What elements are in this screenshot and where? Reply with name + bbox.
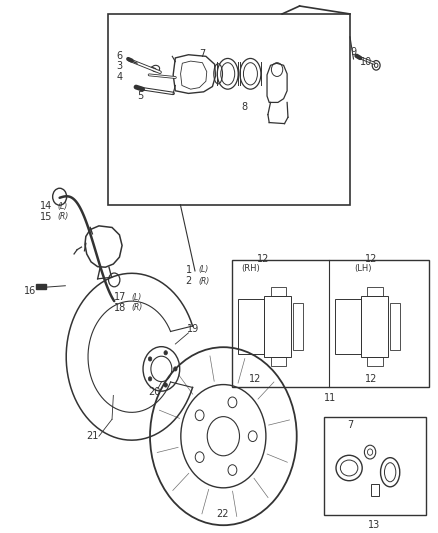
Text: 12: 12 — [249, 374, 261, 384]
Bar — [371, 484, 379, 496]
Text: 12: 12 — [365, 374, 377, 384]
Text: 21: 21 — [86, 431, 99, 441]
Circle shape — [148, 377, 152, 381]
Text: 4: 4 — [117, 72, 123, 82]
Circle shape — [173, 367, 177, 371]
Circle shape — [164, 351, 167, 355]
Text: (RH): (RH) — [241, 264, 260, 273]
Text: (L): (L) — [132, 293, 142, 302]
Text: 11: 11 — [324, 393, 336, 403]
Text: 10: 10 — [360, 57, 373, 67]
Bar — [232, 260, 428, 387]
Text: (LH): (LH) — [354, 264, 372, 273]
Text: (R): (R) — [198, 277, 209, 286]
Text: 7: 7 — [347, 419, 353, 430]
Text: 1: 1 — [186, 265, 192, 275]
Text: 5: 5 — [137, 91, 144, 101]
Text: 2: 2 — [186, 277, 192, 287]
Text: 6: 6 — [117, 51, 123, 61]
Text: 20: 20 — [148, 387, 161, 397]
Text: 16: 16 — [24, 286, 36, 296]
Text: 12: 12 — [365, 254, 377, 264]
Text: 15: 15 — [40, 212, 52, 222]
Text: 13: 13 — [368, 520, 380, 530]
Text: (R): (R) — [57, 212, 69, 221]
Text: 17: 17 — [114, 293, 127, 302]
Text: 19: 19 — [187, 324, 199, 334]
Text: 8: 8 — [241, 102, 247, 111]
Circle shape — [148, 357, 152, 361]
Text: 3: 3 — [117, 61, 123, 71]
Text: 18: 18 — [114, 303, 127, 313]
Bar — [324, 417, 426, 515]
Text: 22: 22 — [216, 509, 229, 519]
Text: 7: 7 — [199, 49, 205, 59]
Text: (L): (L) — [198, 265, 208, 274]
Text: (R): (R) — [132, 303, 143, 312]
Text: 12: 12 — [257, 254, 269, 264]
Circle shape — [164, 383, 167, 387]
Text: 14: 14 — [40, 201, 52, 211]
Bar — [108, 14, 350, 205]
Text: 9: 9 — [350, 46, 357, 56]
Bar — [36, 284, 46, 289]
Text: (L): (L) — [57, 202, 68, 211]
